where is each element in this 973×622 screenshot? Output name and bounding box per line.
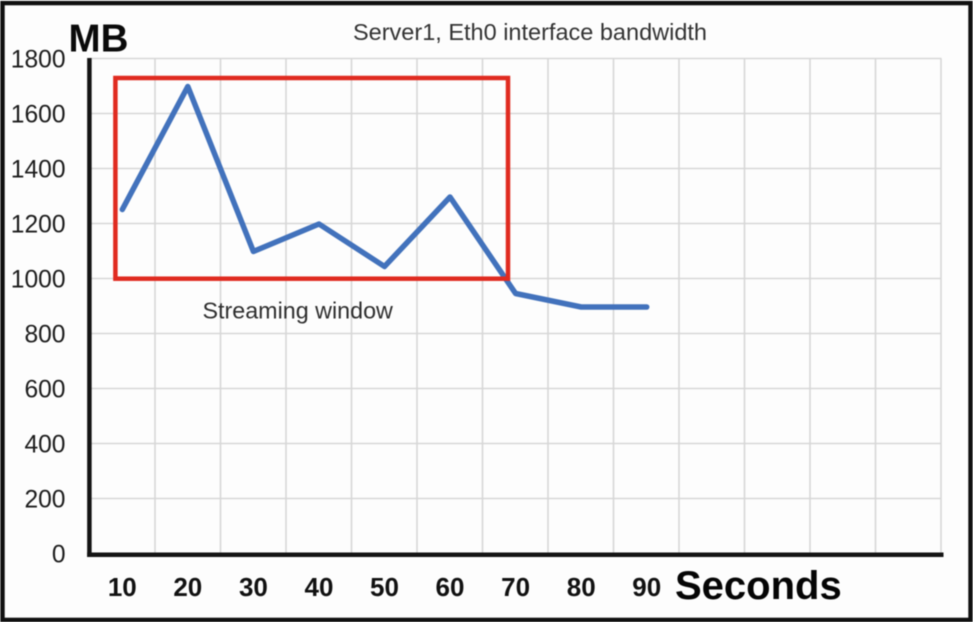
svg-text:600: 600 — [24, 377, 65, 404]
svg-text:800: 800 — [24, 322, 65, 349]
svg-text:70: 70 — [501, 572, 530, 602]
svg-text:MB: MB — [69, 18, 129, 61]
svg-text:Seconds: Seconds — [675, 564, 842, 608]
svg-text:50: 50 — [370, 572, 399, 602]
svg-text:1200: 1200 — [11, 212, 66, 239]
svg-text:1600: 1600 — [11, 102, 66, 129]
svg-text:20: 20 — [173, 572, 202, 602]
svg-text:90: 90 — [632, 572, 661, 602]
svg-text:60: 60 — [436, 572, 465, 602]
svg-text:400: 400 — [24, 432, 65, 459]
svg-text:30: 30 — [239, 572, 268, 602]
svg-text:10: 10 — [108, 572, 137, 602]
svg-text:1400: 1400 — [11, 157, 66, 184]
svg-text:Server1, Eth0 interface bandwi: Server1, Eth0 interface bandwidth — [353, 19, 707, 45]
svg-text:200: 200 — [24, 487, 65, 514]
svg-text:Streaming window: Streaming window — [203, 298, 394, 324]
svg-text:1800: 1800 — [11, 47, 66, 74]
svg-text:80: 80 — [567, 572, 596, 602]
svg-text:0: 0 — [52, 542, 66, 569]
svg-text:40: 40 — [305, 572, 334, 602]
svg-text:1000: 1000 — [11, 267, 66, 294]
